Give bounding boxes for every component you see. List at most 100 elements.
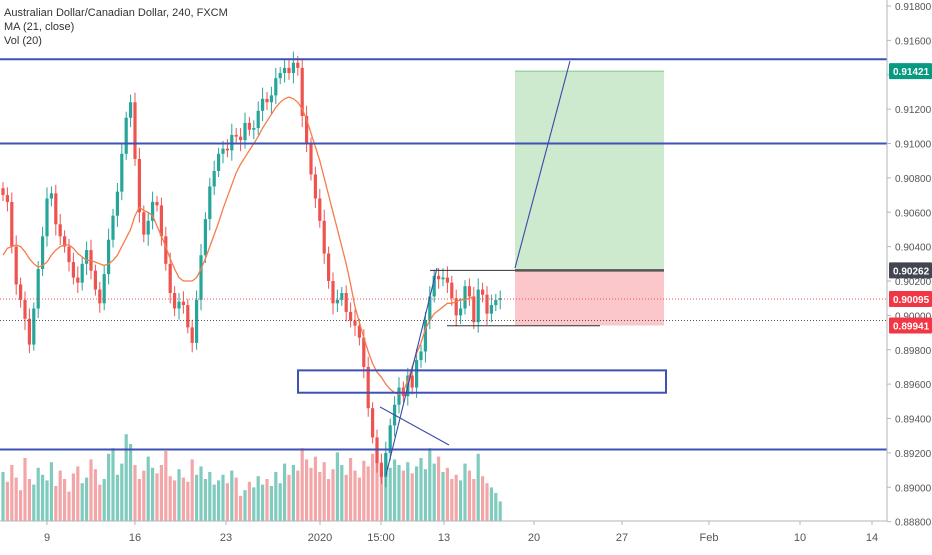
volume-bar bbox=[423, 469, 427, 521]
volume-bar bbox=[58, 470, 62, 521]
volume-bar bbox=[1, 472, 5, 521]
candle-body bbox=[371, 408, 375, 438]
candle-body bbox=[243, 122, 247, 141]
time-tick-label: 2020 bbox=[308, 532, 332, 544]
volume-bar bbox=[10, 465, 14, 521]
volume-bar bbox=[190, 459, 194, 521]
volume-bar bbox=[155, 473, 159, 521]
candle-body bbox=[467, 286, 471, 297]
volume-bar bbox=[111, 448, 115, 521]
candle-body bbox=[366, 366, 370, 409]
volume-bar bbox=[379, 462, 383, 521]
wedge-upper-line bbox=[379, 406, 450, 446]
volume-bar bbox=[393, 459, 397, 521]
candle-body bbox=[98, 289, 102, 304]
time-tick-label: 15:00 bbox=[367, 532, 395, 544]
candle-body bbox=[5, 195, 9, 202]
volume-bar bbox=[256, 476, 260, 521]
volume-bar bbox=[494, 493, 498, 521]
volume-bar bbox=[344, 474, 348, 521]
volume-bar bbox=[212, 484, 216, 521]
candle-body bbox=[305, 116, 309, 144]
volume-bar bbox=[269, 486, 273, 521]
volume-bar bbox=[322, 462, 326, 521]
price-badge bbox=[889, 262, 932, 279]
volume-bar bbox=[283, 463, 287, 521]
volume-bar bbox=[168, 476, 172, 521]
volume-bar bbox=[265, 479, 269, 521]
candle-body bbox=[23, 299, 27, 319]
volume-bar bbox=[340, 465, 344, 521]
volume-bar bbox=[199, 466, 203, 521]
candle-body bbox=[14, 246, 18, 285]
legend-volume: Vol (20) bbox=[4, 35, 42, 47]
volume-bar bbox=[331, 469, 335, 521]
candle-body bbox=[173, 293, 177, 309]
time-tick-label: Feb bbox=[700, 532, 719, 544]
time-tick-label: 14 bbox=[866, 532, 878, 544]
volume-bar bbox=[375, 444, 379, 521]
volume-bar bbox=[459, 480, 463, 521]
volume-bar bbox=[49, 462, 53, 521]
candle-body bbox=[397, 387, 401, 405]
candle-body bbox=[489, 305, 493, 314]
price-tick-label: 0.88800 bbox=[895, 518, 932, 529]
price-tick-label: 0.91800 bbox=[895, 2, 932, 13]
candle-body bbox=[318, 198, 322, 221]
price-tick-label: 0.89400 bbox=[895, 415, 932, 426]
volume-bar bbox=[221, 474, 225, 521]
volume-bar bbox=[124, 434, 128, 521]
volume-bar bbox=[85, 477, 89, 521]
candle-body bbox=[428, 296, 432, 321]
volume-bar bbox=[159, 465, 163, 521]
candle-body bbox=[384, 452, 388, 477]
candle-body bbox=[234, 134, 238, 137]
volume-bar bbox=[261, 484, 265, 521]
projection-line bbox=[514, 60, 571, 269]
volume-bar bbox=[41, 474, 45, 521]
price-tick-label: 0.90800 bbox=[895, 174, 932, 185]
volume-bar bbox=[5, 481, 9, 521]
volume-bar bbox=[19, 490, 23, 521]
volume-bar bbox=[415, 466, 419, 521]
time-tick-label: 9 bbox=[44, 532, 50, 544]
candle-body bbox=[327, 253, 331, 281]
volume-bar bbox=[115, 474, 119, 521]
candle-body bbox=[67, 246, 71, 263]
volume-bar bbox=[309, 467, 313, 521]
volume-bar bbox=[107, 453, 111, 521]
candle-body bbox=[441, 277, 445, 280]
volume-bar bbox=[362, 460, 366, 521]
volume-bar bbox=[203, 479, 207, 521]
candle-body bbox=[415, 360, 419, 388]
impulse-line bbox=[385, 267, 438, 476]
candle-body bbox=[111, 215, 115, 240]
volume-bar bbox=[54, 486, 58, 521]
drawings-layer bbox=[0, 58, 887, 476]
time-tick-label: 20 bbox=[528, 532, 540, 544]
candle-body bbox=[410, 375, 414, 388]
volume-bar bbox=[80, 483, 84, 521]
candle-body bbox=[459, 308, 463, 316]
volume-bar bbox=[133, 465, 137, 521]
candle-body bbox=[445, 277, 449, 283]
candles-layer bbox=[1, 51, 502, 488]
candle-body bbox=[199, 255, 203, 300]
price-badge bbox=[889, 317, 932, 334]
candle-body bbox=[472, 296, 476, 323]
candle-body bbox=[155, 201, 159, 206]
moving-average-layer bbox=[2, 96, 475, 396]
candle-body bbox=[137, 158, 141, 213]
volume-bar bbox=[349, 458, 353, 521]
volume-bar bbox=[45, 480, 49, 521]
candle-body bbox=[146, 220, 150, 235]
candle-body bbox=[10, 201, 14, 247]
volume-bar bbox=[481, 476, 485, 521]
volume-bar bbox=[384, 455, 388, 521]
candle-body bbox=[45, 198, 49, 237]
candle-body bbox=[269, 95, 273, 103]
candle-body bbox=[322, 220, 326, 254]
candle-body bbox=[36, 268, 40, 309]
candle-body bbox=[454, 298, 458, 316]
